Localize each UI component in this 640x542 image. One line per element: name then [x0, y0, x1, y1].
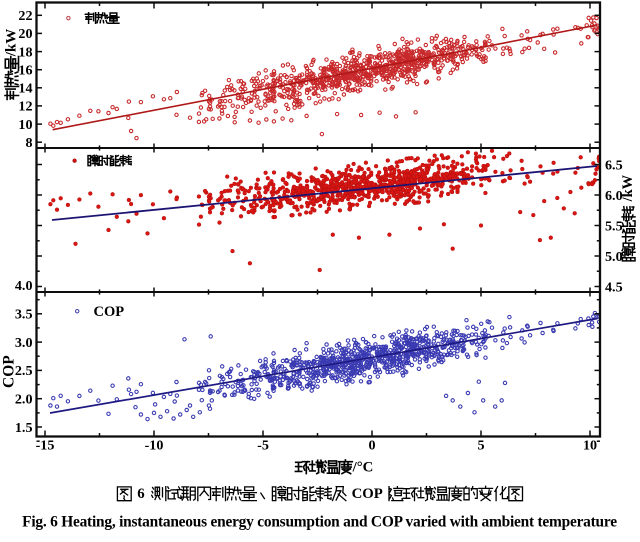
svg-text:0: 0 — [368, 438, 375, 454]
svg-text:6.5: 6.5 — [605, 157, 623, 173]
svg-text:8: 8 — [25, 135, 32, 151]
svg-text:10: 10 — [583, 438, 597, 454]
svg-text:20: 20 — [18, 26, 32, 42]
svg-text:5: 5 — [477, 438, 484, 454]
svg-text:22: 22 — [18, 8, 32, 24]
svg-text:4.0: 4.0 — [15, 278, 33, 294]
svg-text:COP: COP — [352, 486, 383, 502]
svg-text:3.5: 3.5 — [15, 307, 33, 323]
svg-text:2.0: 2.0 — [15, 392, 33, 408]
svg-text:-15: -15 — [36, 438, 55, 454]
svg-text:2.5: 2.5 — [15, 363, 33, 379]
svg-text:3.0: 3.0 — [15, 335, 33, 351]
svg-text:/kW: /kW — [3, 29, 19, 58]
svg-text:6.0: 6.0 — [605, 188, 623, 204]
svg-text:/°C: /°C — [352, 459, 374, 475]
svg-text:/kW: /kW — [620, 174, 636, 202]
svg-text:COP: COP — [1, 355, 18, 388]
svg-text:14: 14 — [18, 81, 32, 97]
svg-text:-5: -5 — [257, 438, 269, 454]
svg-text:12: 12 — [18, 99, 32, 115]
svg-text:5.0: 5.0 — [605, 249, 623, 265]
svg-text:-10: -10 — [145, 438, 164, 454]
svg-text:COP: COP — [94, 304, 125, 320]
svg-text:1.5: 1.5 — [15, 420, 33, 436]
svg-text:18: 18 — [18, 44, 32, 60]
svg-text:4.5: 4.5 — [605, 279, 623, 295]
svg-text:Fig. 6 Heating, instantaneous: Fig. 6 Heating, instantaneous energy con… — [22, 514, 617, 531]
svg-text:10: 10 — [18, 117, 32, 133]
svg-text:5.5: 5.5 — [605, 218, 623, 234]
svg-text:6: 6 — [137, 486, 144, 502]
svg-text:16: 16 — [18, 63, 32, 79]
